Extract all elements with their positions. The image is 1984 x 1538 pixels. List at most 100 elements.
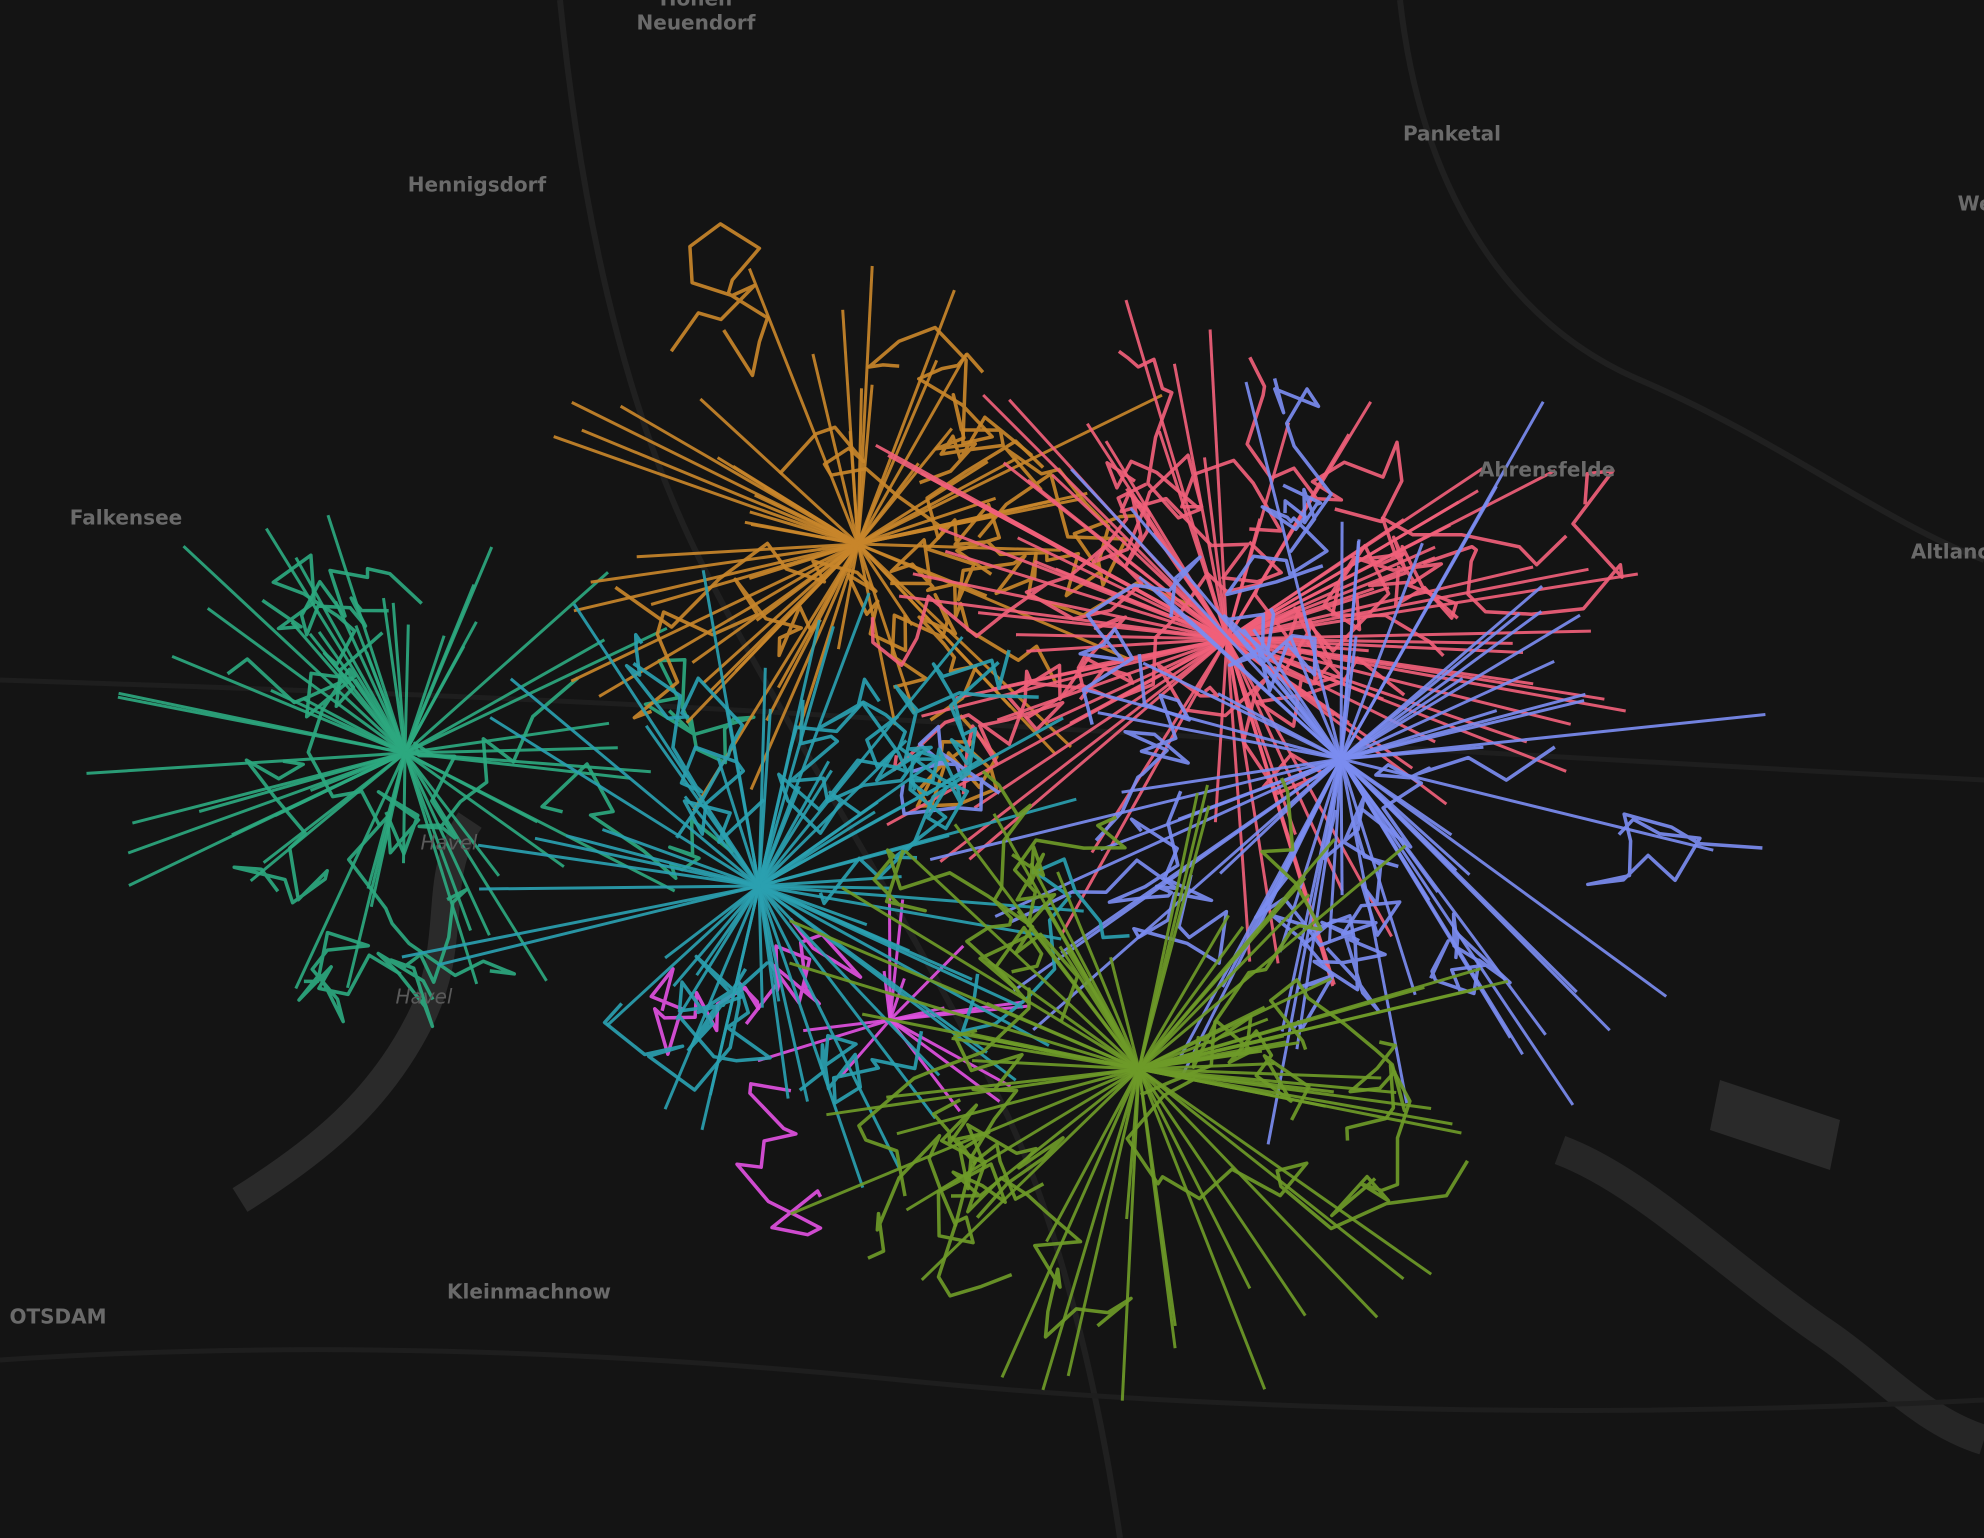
route [1109,956,1141,1070]
route [1253,873,1387,1013]
route [401,884,760,959]
route [889,1018,1012,1088]
route [261,553,384,709]
route [1138,1041,1300,1071]
place-label: Hennigsdorf [408,173,547,197]
route [1339,521,1344,760]
route [1367,516,1568,620]
route [936,1162,1013,1298]
route [571,401,859,546]
route [870,544,1144,667]
place-label: Ahrensfelde [1479,458,1615,482]
route [856,388,863,545]
route [757,885,865,1189]
place-label: Wer [1958,192,1984,216]
route [996,637,1228,722]
route [695,885,761,977]
route [758,884,973,981]
route [789,961,1140,1071]
route [758,884,868,927]
route [404,571,609,755]
route [758,790,928,888]
place-label: Altlanc [1911,540,1984,564]
route [1295,758,1343,1050]
route [1340,713,1766,761]
route [1340,610,1543,761]
route [643,657,756,765]
route [413,676,580,840]
route [1026,637,1228,653]
route [968,637,1228,861]
route [889,1000,1024,1022]
route [1137,1067,1379,1319]
route [1045,1068,1141,1243]
route [889,538,1058,685]
route [857,496,997,546]
route [867,1133,1045,1260]
route [1105,349,1202,520]
route [757,885,937,1120]
route [758,884,1084,913]
road [0,677,1984,783]
route [966,1159,1133,1339]
route [1070,468,1343,761]
route [1268,978,1407,1113]
route [892,684,1039,860]
route [757,785,801,887]
route [1119,491,1283,584]
route [565,834,760,888]
route [404,626,668,755]
route [757,885,809,1102]
route [1353,745,1556,869]
route [1245,356,1404,524]
route [326,514,407,754]
route [403,546,494,754]
route [1226,518,1405,641]
route [857,491,1088,546]
route [735,1082,823,1237]
route [1340,692,1586,761]
route [572,603,761,887]
route [206,607,406,755]
route [403,624,410,754]
route [857,542,1061,552]
route [758,834,950,888]
route [856,543,914,627]
route [1137,914,1230,1070]
route [875,443,1228,641]
route [404,638,606,755]
route [404,751,565,868]
route [663,885,761,1110]
route [960,857,1130,1033]
route [1137,792,1199,1070]
labels: Hohen Neuendorf Hennigsdorf Panketal Wer… [9,0,1984,1329]
route [811,353,860,545]
route [1041,1068,1141,1391]
route [1059,638,1229,937]
route [489,716,760,888]
route [757,885,764,1008]
route [778,425,1045,540]
route [1339,485,1498,760]
route [758,810,876,888]
route [1139,777,1323,1097]
route [1340,613,1581,761]
route [1084,688,1342,761]
route [758,758,937,888]
route [1078,555,1202,726]
route [757,769,833,887]
route [1129,507,1343,760]
route [896,1067,1140,1136]
route [755,542,859,622]
route [182,545,407,755]
route [931,1098,1065,1219]
route [376,887,469,1029]
route [857,460,989,546]
route [732,465,859,546]
route [1251,618,1406,728]
route [1217,692,1342,761]
route [317,631,407,754]
route [856,542,1057,756]
route [86,751,406,775]
route [1100,757,1342,852]
